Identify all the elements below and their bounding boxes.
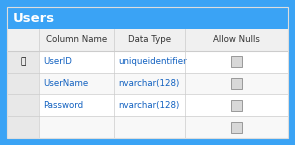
Text: UserName: UserName (43, 79, 88, 88)
Text: Column Name: Column Name (46, 35, 107, 44)
Bar (7, 29, 288, 51)
Bar (7, 73, 288, 94)
Bar (7, 94, 39, 116)
Bar (231, 78, 242, 89)
Text: Data Type: Data Type (128, 35, 171, 44)
Bar (7, 51, 39, 73)
Bar (231, 122, 242, 133)
Text: Allow Nulls: Allow Nulls (213, 35, 260, 44)
Bar (7, 73, 39, 94)
Text: Users: Users (13, 11, 55, 25)
Bar (7, 116, 39, 138)
Bar (7, 94, 288, 116)
Text: uniqueidentifier: uniqueidentifier (118, 57, 186, 66)
Text: Password: Password (43, 101, 83, 110)
Text: 🔑: 🔑 (20, 57, 26, 66)
Bar (7, 116, 288, 138)
Text: nvarchar(128): nvarchar(128) (118, 79, 179, 88)
Bar (7, 51, 288, 73)
Text: UserID: UserID (43, 57, 72, 66)
Bar (231, 100, 242, 111)
Bar (7, 7, 288, 29)
Text: nvarchar(128): nvarchar(128) (118, 101, 179, 110)
Bar (7, 29, 288, 138)
Bar (231, 56, 242, 67)
